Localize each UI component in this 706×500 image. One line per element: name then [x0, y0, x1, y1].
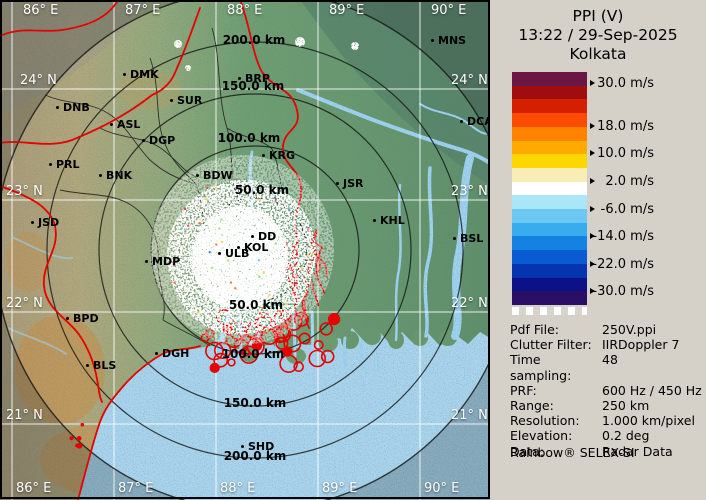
colorbar-band [512, 167, 587, 182]
legend-value-label: -30.0 m/s [592, 284, 654, 299]
metadata-label: Data: [510, 443, 545, 459]
colorbar-band [512, 277, 587, 292]
metadata-value: Radar Data [602, 443, 673, 459]
metadata-label: Elevation: [510, 428, 573, 444]
colorbar-band [512, 126, 587, 141]
info-panel: PPI (V) 13:22 / 29-Sep-2025 Kolkata 30.0… [490, 0, 706, 500]
colorbar-band [512, 99, 587, 114]
metadata-label: Clutter Filter: [510, 337, 592, 353]
colorbar-band [512, 263, 587, 278]
map-border [0, 0, 490, 499]
colorbar-band [512, 72, 587, 86]
legend-value-label: 2.0 m/s [605, 174, 654, 189]
legend-value-label: -22.0 m/s [592, 257, 654, 272]
scan-datetime: 13:22 / 29-Sep-2025 [518, 26, 678, 44]
colorbar-band [512, 85, 587, 100]
colorbar-band [512, 236, 587, 251]
metadata-value: 250 km [602, 398, 650, 414]
colorbar-band [512, 222, 587, 237]
metadata-value: 1.000 km/pixel [602, 413, 695, 429]
colorbar-band [512, 181, 587, 196]
metadata-label: Time sampling: [510, 352, 572, 383]
colorbar-band [512, 140, 587, 155]
colorbar [512, 72, 587, 305]
legend-arrow-icon [590, 150, 595, 156]
metadata-row: Range: 250 km [510, 398, 702, 413]
colorbar-band [512, 209, 587, 223]
outside-range-dimmer [0, 0, 490, 500]
colorbar-nodata-strip [512, 307, 587, 315]
metadata-value: 0.2 deg [602, 428, 650, 444]
legend-value-label: -6.0 m/s [600, 202, 654, 217]
legend-arrow-icon [590, 206, 595, 212]
legend-arrow-icon [590, 233, 595, 239]
legend-arrow-icon [590, 178, 595, 184]
metadata-label: Pdf File: [510, 322, 559, 337]
metadata-list: Pdf File: 250V.ppi Clutter Filter: IIRDoppl… [510, 322, 702, 459]
colorbar-band [512, 154, 587, 168]
legend-value-label: 30.0 m/s [597, 76, 654, 91]
metadata-row: Clutter Filter: IIRDoppler 7 [510, 337, 702, 352]
metadata-row: Pdf File: 250V.ppi [510, 322, 702, 337]
brand-text: Rainbow® SELEX-SI [510, 445, 635, 460]
velocity-color-legend: 30.0 m/s 18.0 m/s 10.0 m/s 2.0 m/s -6.0 m/s -… [490, 0, 706, 320]
metadata-label: PRF: [510, 382, 537, 398]
echo-colored-pixels [168, 186, 314, 338]
radar-station-name: Kolkata [569, 45, 627, 63]
metadata-value: 48 [602, 352, 618, 368]
legend-arrow-icon [590, 123, 595, 129]
metadata-row: Data: Radar Data [510, 444, 702, 459]
colorbar-band [512, 250, 587, 264]
metadata-value: 600 Hz / 450 Hz [602, 382, 702, 398]
metadata-value: 250V.ppi [602, 322, 657, 337]
legend-value-label: 18.0 m/s [597, 119, 654, 134]
metadata-row: Time sampling: 48 [510, 352, 702, 382]
metadata-value: IIRDoppler 7 [602, 337, 680, 353]
legend-arrow-icon [590, 261, 595, 267]
product-title: PPI (V) [572, 7, 624, 25]
colorbar-band [512, 291, 587, 305]
metadata-label: Range: [510, 398, 554, 414]
radar-map-graphic [0, 0, 490, 500]
metadata-row: Elevation: 0.2 deg [510, 428, 702, 443]
legend-arrow-icon [590, 288, 595, 294]
legend-value-label: -14.0 m/s [592, 229, 654, 244]
radar-map: 86° E 86° E 87° E 87° E 88° E 88° E 89° E 89° E… [0, 0, 493, 500]
state-boundaries [0, 0, 303, 500]
colorbar-band [512, 113, 587, 127]
legend-arrow-icon [590, 80, 595, 86]
metadata-row: PRF: 600 Hz / 450 Hz [510, 383, 702, 398]
metadata-row: Resolution: 1.000 km/pixel [510, 413, 702, 428]
colorbar-band [512, 195, 587, 210]
radar-echo [150, 37, 359, 345]
metadata-label: Resolution: [510, 413, 580, 429]
legend-value-label: 10.0 m/s [597, 146, 654, 161]
